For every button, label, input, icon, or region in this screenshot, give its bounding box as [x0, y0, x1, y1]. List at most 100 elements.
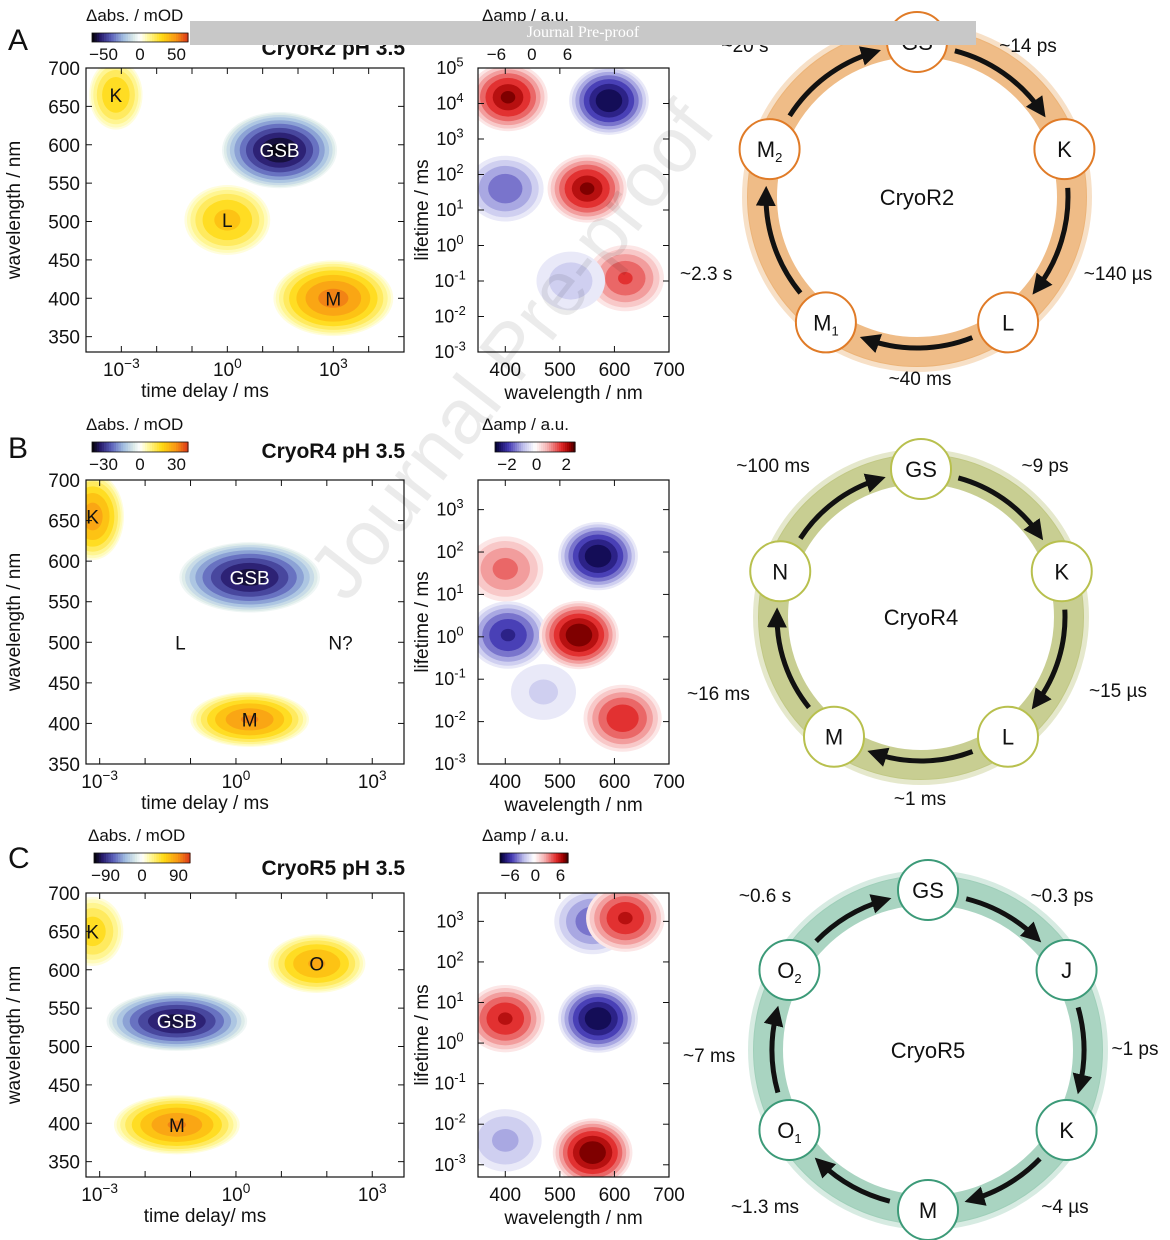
- contour-level: [498, 1012, 513, 1025]
- colorbar-cell: [101, 853, 105, 863]
- colorbar-cell: [164, 33, 167, 42]
- colorbar-cell: [156, 853, 160, 863]
- y-tick-label: 400: [48, 714, 80, 735]
- colorbar-cell: [161, 442, 165, 452]
- contour-level: [606, 704, 639, 733]
- lda-x-tick-label: 700: [653, 1185, 685, 1206]
- colorbar-cell: [539, 442, 542, 452]
- colorbar-cell: [176, 442, 179, 452]
- lda-ylabel: lifetime / ms: [412, 571, 433, 672]
- contour-level: [584, 544, 612, 568]
- colorbar-frame: [91, 32, 189, 43]
- lda-colorbar-tick: 0: [532, 455, 541, 474]
- colorbar-cell: [501, 853, 504, 863]
- y-tick-label: 550: [48, 593, 80, 614]
- colorbar-cell: [127, 853, 131, 863]
- colorbar-cell: [158, 853, 162, 863]
- lda-feature: [569, 68, 649, 135]
- contour-level: [500, 91, 516, 104]
- transition-label: ~0.6 s: [739, 886, 791, 907]
- colorbar-cell: [144, 442, 148, 452]
- map-xlabel: time delay / ms: [141, 793, 269, 814]
- colorbar-cell: [517, 442, 520, 452]
- map-colorbar: [91, 32, 189, 43]
- panel-letter: A: [8, 24, 28, 57]
- lda-feature: [586, 893, 665, 952]
- contour-level: [232, 569, 267, 586]
- colorbar-cell: [499, 442, 502, 452]
- x-tick-label: 10−3: [103, 356, 140, 381]
- panel-letter: B: [8, 432, 28, 465]
- lda-y-tick-label: 101: [436, 989, 463, 1013]
- map-colorbar-tick: 90: [169, 866, 188, 885]
- colorbar-cell: [115, 853, 119, 863]
- cycle-arrow: [787, 46, 881, 118]
- colorbar-cell: [92, 442, 95, 452]
- x-tick-label: 103: [319, 356, 348, 381]
- x-tick-label: 103: [358, 1181, 387, 1206]
- state-label: J: [1061, 958, 1072, 983]
- map-feature-L: [184, 185, 271, 255]
- colorbar-cell: [106, 33, 110, 42]
- colorbar-cell: [525, 442, 528, 452]
- y-tick-label: 400: [48, 289, 80, 310]
- lda-x-tick-label: 600: [599, 772, 631, 793]
- y-tick-label: 400: [48, 1114, 80, 1135]
- state-node: [1033, 118, 1096, 181]
- y-tick-label: 600: [48, 136, 80, 157]
- colorbar-cell: [561, 442, 564, 452]
- colorbar-cell: [161, 33, 165, 42]
- colorbar-cell: [567, 442, 570, 452]
- colorbar-cell: [156, 33, 160, 42]
- colorbar-cell: [497, 442, 500, 452]
- cycle-arrow: [814, 894, 892, 944]
- state-node: [758, 939, 821, 1001]
- lda-y-tick-label: 102: [436, 948, 463, 972]
- state-node: [1035, 939, 1098, 1001]
- lda-x-tick-label: 500: [544, 1185, 576, 1206]
- y-tick-label: 500: [48, 1038, 80, 1059]
- colorbar-cell: [125, 442, 129, 452]
- y-tick-label: 700: [48, 59, 80, 80]
- colorbar-cell: [144, 33, 148, 42]
- y-tick-label: 350: [48, 755, 80, 776]
- lda-colorbar-tick: 6: [556, 866, 565, 885]
- map-label-GSB: GSB: [157, 1012, 197, 1033]
- state-label: GS: [905, 457, 937, 482]
- map-label-O: O: [309, 955, 324, 976]
- colorbar-cell: [98, 853, 102, 863]
- lda-feature: [478, 984, 545, 1053]
- lda-y-tick-label: 10-2: [434, 708, 466, 732]
- contour-level: [618, 271, 633, 285]
- lda-y-tick-label: 102: [436, 538, 463, 562]
- map-label-L: L: [175, 633, 186, 654]
- colorbar-cell: [573, 442, 576, 452]
- lda-ylabel: lifetime / ms: [412, 159, 433, 260]
- colorbar-cell: [539, 853, 542, 863]
- lda-feature: [583, 684, 662, 752]
- lda-x-tick-label: 600: [599, 1185, 631, 1206]
- colorbar-cell: [500, 853, 503, 863]
- y-tick-label: 600: [48, 552, 80, 573]
- state-label: L: [1002, 310, 1014, 335]
- colorbar-cell: [140, 33, 143, 42]
- lda-x-tick-label: 700: [653, 772, 685, 793]
- y-tick-label: 350: [48, 328, 80, 349]
- map-feature-K: [86, 480, 125, 561]
- colorbar-cell: [146, 853, 150, 863]
- colorbar-cell: [544, 853, 547, 863]
- state-node: [749, 540, 812, 603]
- colorbar-cell: [156, 442, 160, 452]
- state-node: [1030, 540, 1093, 603]
- x-tick-label: 10−3: [81, 1181, 118, 1206]
- colorbar-cell: [151, 853, 155, 863]
- colorbar-cell: [120, 33, 124, 42]
- contour-level: [565, 623, 593, 647]
- lda-feature: [547, 154, 627, 223]
- state-label: K: [1059, 1118, 1074, 1143]
- colorbar-cell: [522, 853, 525, 863]
- colorbar-cell: [562, 853, 566, 863]
- state-label: K: [1054, 559, 1069, 584]
- colorbar-cell: [142, 853, 145, 863]
